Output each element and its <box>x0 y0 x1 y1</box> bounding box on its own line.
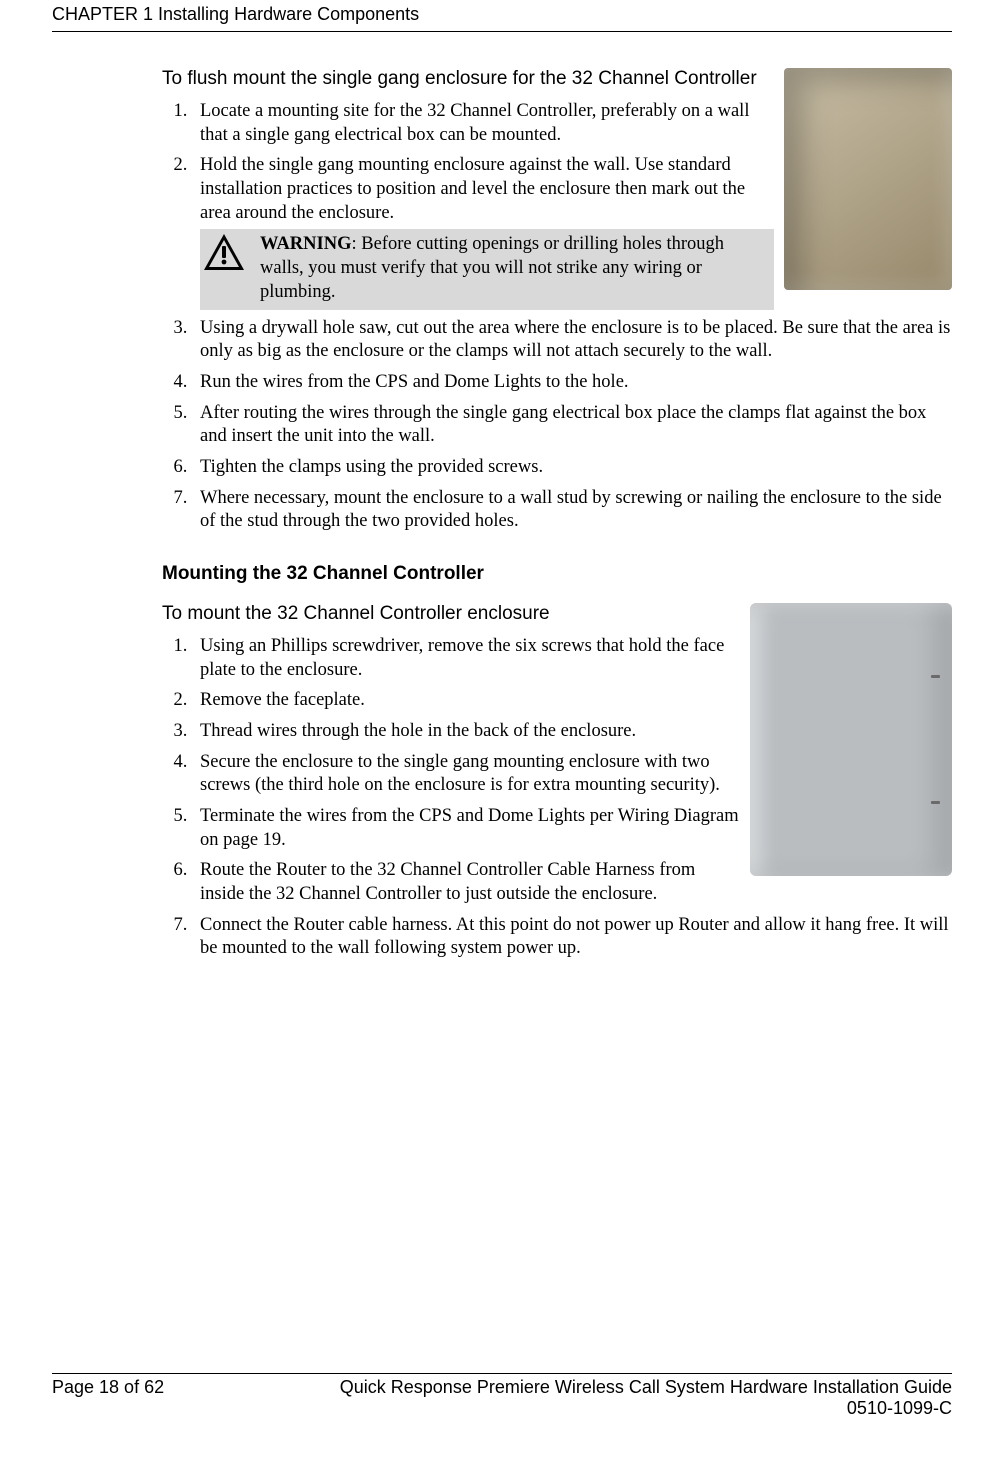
page-footer: Page 18 of 62 Quick Response Premiere Wi… <box>52 1373 952 1419</box>
list-item: Using a drywall hole saw, cut out the ar… <box>192 317 952 364</box>
list-item: Run the wires from the CPS and Dome Ligh… <box>192 371 952 395</box>
chapter-header: CHAPTER 1 Installing Hardware Components <box>52 4 952 32</box>
list-item: Connect the Router cable harness. At thi… <box>192 914 952 961</box>
page-number: Page 18 of 62 <box>52 1377 164 1419</box>
list-item: Where necessary, mount the enclosure to … <box>192 487 952 534</box>
warning-box: WARNING: Before cutting openings or dril… <box>200 229 774 309</box>
doc-title: Quick Response Premiere Wireless Call Sy… <box>340 1377 952 1398</box>
controller-enclosure-image <box>750 603 952 876</box>
warning-label: WARNING <box>260 234 351 254</box>
warning-text: WARNING: Before cutting openings or dril… <box>260 232 766 304</box>
doc-number: 0510-1099-C <box>340 1398 952 1419</box>
single-gang-box-image <box>784 68 952 290</box>
list-item: After routing the wires through the sing… <box>192 402 952 449</box>
section2-heading: Mounting the 32 Channel Controller <box>162 563 952 585</box>
warning-triangle-icon <box>202 232 248 274</box>
step-text: Hold the single gang mounting enclosure … <box>200 155 745 222</box>
list-item: Tighten the clamps using the provided sc… <box>192 456 952 480</box>
